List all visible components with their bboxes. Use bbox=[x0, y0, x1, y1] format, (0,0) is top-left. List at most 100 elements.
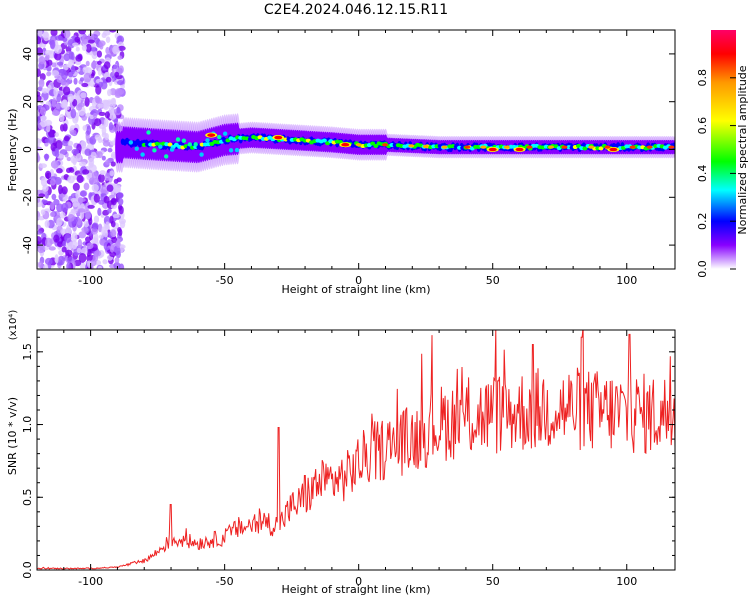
heatmap-cell bbox=[50, 178, 56, 186]
heatmap-cell bbox=[61, 81, 70, 87]
heatmap-cell bbox=[70, 155, 78, 164]
heatmap-cell bbox=[77, 208, 86, 213]
colorbar-ticks: 0.0 0.2 0.4 0.6 0.8 bbox=[696, 69, 736, 278]
y-tick-label: -40 bbox=[21, 236, 34, 254]
y-tick-label: 40 bbox=[21, 47, 34, 61]
heatmap-peak bbox=[515, 147, 524, 152]
heatmap-peak bbox=[503, 145, 510, 149]
heatmap-cell bbox=[72, 98, 78, 107]
heatmap-cell bbox=[98, 81, 104, 88]
colorbar-tick-label: 0.8 bbox=[696, 69, 709, 87]
heatmap-cell bbox=[63, 30, 71, 39]
heatmap-cell bbox=[92, 112, 98, 119]
heatmap-cell bbox=[49, 202, 55, 210]
heatmap-cell bbox=[63, 53, 71, 62]
heatmap-cell bbox=[103, 117, 109, 128]
heatmap-cell bbox=[37, 115, 41, 124]
heatmap-cell bbox=[99, 42, 104, 50]
heatmap-cell bbox=[44, 257, 53, 266]
spectrogram-ticks: -100 -50 0 50 100 -40 -20 0 20 40 bbox=[21, 30, 675, 287]
heatmap-peak bbox=[441, 145, 448, 149]
heatmap-cell bbox=[67, 175, 75, 184]
heatmap-cell bbox=[107, 208, 112, 214]
heatmap-cell bbox=[64, 233, 72, 243]
heatmap-cell bbox=[110, 97, 116, 104]
heatmap-cell bbox=[87, 39, 95, 44]
heatmap-cell bbox=[51, 62, 57, 68]
x-tick-label: 100 bbox=[616, 274, 637, 287]
heatmap-cell bbox=[37, 152, 40, 163]
heatmap-cell bbox=[117, 227, 122, 233]
heatmap-cell bbox=[119, 220, 126, 229]
heatmap-cell bbox=[140, 152, 145, 157]
snr-ylabel: SNR (10 * v/v) bbox=[6, 397, 19, 475]
heatmap-cell bbox=[50, 160, 59, 169]
y-tick-label: 1.5 bbox=[21, 343, 34, 361]
heatmap-cell bbox=[88, 177, 96, 185]
heatmap-cell bbox=[59, 211, 66, 219]
heatmap-cell bbox=[228, 148, 234, 153]
spectrogram-ylabel: Frequency (Hz) bbox=[6, 109, 19, 192]
heatmap-cell bbox=[93, 233, 99, 242]
heatmap-cell bbox=[373, 144, 379, 149]
heatmap-cell bbox=[44, 153, 49, 162]
heatmap-peak bbox=[588, 145, 595, 149]
heatmap-cell bbox=[50, 39, 56, 49]
heatmap-cell bbox=[50, 30, 58, 37]
heatmap-cell bbox=[105, 221, 110, 230]
heatmap-peak bbox=[604, 145, 611, 149]
heatmap-peak bbox=[668, 145, 675, 149]
heatmap-cell bbox=[37, 142, 40, 147]
heatmap-cell bbox=[98, 173, 105, 183]
heatmap-cell bbox=[48, 246, 56, 251]
heatmap-cell bbox=[60, 228, 68, 235]
heatmap-cell bbox=[54, 52, 62, 61]
heatmap-cell bbox=[110, 161, 116, 167]
y-tick-label: 1.0 bbox=[21, 416, 34, 434]
colorbar-tick-label: 0.2 bbox=[696, 212, 709, 230]
heatmap-cell bbox=[54, 132, 59, 138]
heatmap-cell bbox=[120, 84, 125, 89]
heatmap-cell bbox=[86, 125, 92, 135]
heatmap-cell bbox=[234, 147, 240, 153]
heatmap-cell bbox=[85, 43, 92, 53]
heatmap-cell bbox=[65, 249, 73, 257]
heatmap-cell bbox=[110, 229, 117, 238]
heatmap-cell bbox=[103, 61, 111, 69]
heatmap-cell bbox=[37, 146, 43, 151]
snr-xlabel: Height of straight line (km) bbox=[281, 583, 430, 596]
heatmap-cell bbox=[91, 222, 99, 230]
colorbar-tick-label: 0.6 bbox=[696, 117, 709, 135]
heatmap-cell bbox=[46, 71, 52, 77]
heatmap-cell bbox=[93, 215, 100, 224]
heatmap-cell bbox=[97, 60, 102, 65]
heatmap-cell bbox=[37, 110, 40, 117]
heatmap-peak bbox=[480, 145, 487, 149]
heatmap-cell bbox=[55, 35, 63, 41]
y-tick-label: 0.0 bbox=[21, 561, 34, 579]
heatmap-cell bbox=[49, 211, 56, 217]
heatmap-cell bbox=[37, 243, 45, 248]
y-tick-label: 0.5 bbox=[21, 489, 34, 507]
heatmap-cell bbox=[53, 234, 60, 243]
heatmap-cell bbox=[69, 167, 75, 173]
heatmap-cell bbox=[101, 99, 110, 105]
heatmap-cell bbox=[37, 30, 43, 38]
heatmap-cell bbox=[72, 182, 80, 192]
figure-title: C2E4.2024.046.12.15.R11 bbox=[264, 2, 448, 18]
heatmap-cell bbox=[54, 147, 60, 158]
heatmap-cell bbox=[93, 193, 101, 203]
heatmap-cell bbox=[79, 77, 85, 82]
heatmap-cell bbox=[76, 247, 82, 254]
heatmap-cell bbox=[67, 213, 75, 222]
x-tick-label: -50 bbox=[216, 274, 234, 287]
heatmap-cell bbox=[37, 68, 41, 77]
heatmap-cell bbox=[112, 45, 120, 55]
heatmap-peak bbox=[274, 135, 283, 140]
heatmap-cell bbox=[61, 202, 69, 213]
heatmap-cell bbox=[146, 130, 151, 135]
heatmap-cell bbox=[65, 144, 73, 152]
heatmap-cell bbox=[115, 250, 121, 259]
heatmap-cell bbox=[79, 190, 87, 197]
heatmap-cell bbox=[110, 220, 116, 228]
